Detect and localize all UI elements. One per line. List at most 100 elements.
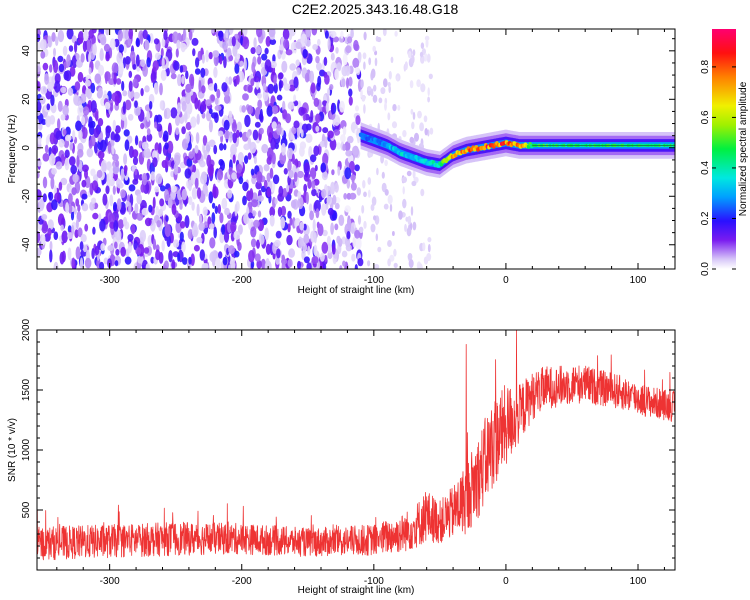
noise-blob bbox=[289, 63, 297, 71]
faint-blob bbox=[398, 210, 403, 220]
noise-blob bbox=[234, 63, 240, 74]
noise-blob bbox=[317, 38, 321, 46]
noise-blob bbox=[354, 67, 360, 74]
noise-blob bbox=[112, 185, 116, 195]
noise-blob bbox=[288, 169, 294, 179]
noise-blob bbox=[254, 121, 261, 128]
noise-blob bbox=[77, 104, 84, 117]
noise-blob bbox=[99, 48, 104, 59]
noise-blob bbox=[135, 247, 142, 256]
noise-blob bbox=[304, 72, 310, 83]
noise-blob bbox=[140, 88, 144, 97]
noise-blob bbox=[130, 224, 136, 235]
noise-blob bbox=[165, 215, 169, 222]
noise-blob bbox=[114, 260, 119, 267]
noise-blob bbox=[325, 102, 329, 114]
noise-blob bbox=[301, 123, 309, 134]
noise-blob bbox=[190, 116, 197, 128]
noise-blob bbox=[191, 201, 195, 211]
noise-blob bbox=[243, 143, 251, 151]
noise-blob bbox=[228, 76, 233, 85]
faint-blob bbox=[370, 88, 374, 97]
noise-blob bbox=[89, 124, 95, 136]
noise-blob bbox=[330, 222, 334, 235]
noise-blob bbox=[71, 224, 75, 236]
noise-blob bbox=[342, 260, 346, 267]
noise-blob bbox=[82, 40, 87, 52]
noise-blob bbox=[141, 207, 149, 216]
noise-blob bbox=[228, 245, 235, 255]
noise-blob bbox=[140, 183, 145, 193]
noise-blob bbox=[37, 40, 41, 51]
noise-blob bbox=[296, 67, 301, 76]
noise-blob bbox=[232, 154, 236, 164]
noise-blob bbox=[134, 168, 138, 176]
noise-blob bbox=[45, 136, 50, 146]
noise-blob bbox=[242, 93, 249, 101]
noise-blob bbox=[84, 257, 92, 269]
noise-blob bbox=[39, 96, 46, 105]
faint-blob bbox=[360, 89, 363, 98]
noise-blob bbox=[212, 50, 220, 58]
noise-blob bbox=[287, 101, 295, 110]
faint-blob bbox=[368, 57, 372, 66]
noise-blob bbox=[100, 159, 108, 173]
noise-blob bbox=[202, 135, 208, 146]
noise-blob bbox=[276, 123, 282, 136]
noise-blob bbox=[114, 241, 118, 249]
noise-blob bbox=[185, 83, 192, 93]
spectrogram-heatmap bbox=[37, 29, 675, 269]
noise-blob bbox=[185, 102, 193, 115]
noise-blob bbox=[152, 196, 156, 209]
noise-blob bbox=[92, 43, 97, 56]
noise-blob bbox=[176, 39, 181, 50]
noise-blob bbox=[66, 54, 71, 67]
noise-blob bbox=[127, 113, 134, 121]
noise-blob bbox=[61, 250, 66, 263]
noise-blob bbox=[226, 220, 232, 234]
noise-blob bbox=[347, 218, 352, 231]
noise-blob bbox=[216, 88, 221, 99]
noise-blob bbox=[245, 131, 251, 138]
noise-blob bbox=[44, 144, 49, 154]
noise-blob bbox=[207, 83, 215, 91]
noise-blob bbox=[120, 189, 126, 199]
noise-blob bbox=[140, 122, 145, 130]
faint-blob bbox=[387, 112, 391, 121]
noise-blob bbox=[46, 103, 51, 111]
noise-blob bbox=[120, 246, 126, 257]
noise-blob bbox=[91, 180, 98, 192]
noise-blob bbox=[330, 52, 335, 61]
noise-blob bbox=[312, 44, 318, 51]
noise-blob bbox=[37, 135, 42, 145]
noise-blob bbox=[201, 171, 208, 180]
colorbar-gradient bbox=[712, 29, 736, 269]
spectrogram-y-ticks: -40 -20 0 20 40 bbox=[21, 38, 675, 270]
noise-blob bbox=[346, 231, 351, 240]
noise-blob bbox=[122, 101, 126, 114]
noise-blob bbox=[247, 105, 254, 115]
noise-blob bbox=[324, 136, 328, 149]
noise-blob bbox=[314, 164, 318, 172]
noise-blob bbox=[221, 41, 228, 50]
noise-blob bbox=[170, 185, 177, 193]
noise-blob bbox=[54, 80, 61, 93]
noise-blob bbox=[37, 160, 42, 167]
noise-blob bbox=[134, 135, 139, 146]
noise-blob bbox=[61, 230, 68, 244]
noise-blob bbox=[315, 55, 320, 64]
faint-blob bbox=[359, 226, 364, 233]
noise-blob bbox=[189, 73, 195, 87]
noise-blob bbox=[171, 259, 176, 269]
noise-blob bbox=[271, 152, 276, 165]
noise-blob bbox=[343, 193, 348, 200]
faint-blob bbox=[384, 159, 388, 167]
noise-blob bbox=[181, 241, 186, 253]
faint-blob bbox=[393, 262, 398, 269]
snr-line bbox=[37, 330, 675, 561]
noise-blob bbox=[160, 69, 167, 82]
faint-blob bbox=[367, 177, 372, 185]
noise-blob bbox=[37, 118, 40, 131]
noise-blob bbox=[332, 36, 340, 43]
